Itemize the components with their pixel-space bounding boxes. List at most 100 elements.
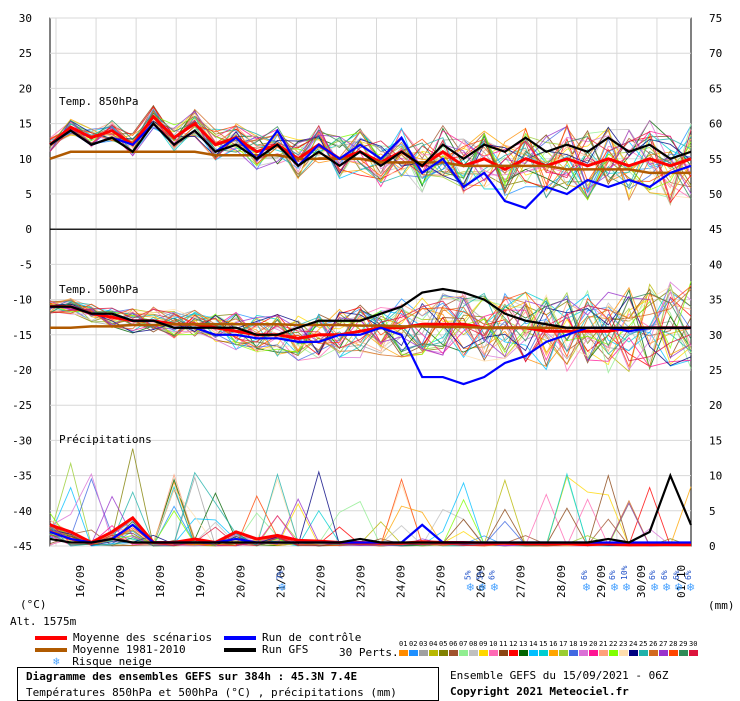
pert-id-06: 06	[449, 640, 458, 648]
panel-label-precip: Précipitations	[59, 433, 152, 446]
pert-id-row: 01 02 03 04 05 06 07 08 09 10 11 12 13 14 15 16 17 18 19 20…	[399, 640, 699, 648]
right-tick-label: 30	[709, 329, 722, 342]
left-tick-label: 0	[25, 223, 32, 236]
snow-risk-value: 6%	[580, 570, 589, 580]
pert-id-07: 07	[459, 640, 468, 648]
legend-gfs: Run GFS	[224, 643, 308, 656]
legend-perts-label: 30 Perts.	[339, 646, 399, 659]
legend-snow-label: Risque neige	[72, 655, 152, 668]
pert-id-26: 26	[649, 640, 658, 648]
pert-id-09: 09	[479, 640, 488, 648]
pert-id-15: 15	[539, 640, 548, 648]
left-tick-label: -30	[12, 434, 32, 447]
snow-risk-value: 6%	[672, 570, 681, 580]
panel-label-t500: Temp. 500hPa	[59, 283, 138, 296]
pert-id-08: 08	[469, 640, 478, 648]
right-tick-label: 35	[709, 294, 722, 307]
pert-swatch-20	[589, 650, 598, 656]
footer-title: Diagramme des ensembles GEFS sur 384h : …	[26, 670, 358, 683]
pert-id-02: 02	[409, 640, 418, 648]
x-tick-label: 20/09	[234, 565, 247, 598]
x-tick-label: 24/09	[395, 565, 408, 598]
snow-risk-icon: ❄	[478, 581, 487, 594]
snow-risk-value: 6%	[488, 570, 497, 580]
snow-risk-value: 6%	[608, 570, 617, 580]
x-tick-label: 16/09	[74, 565, 87, 598]
altitude-label: Alt. 1575m	[10, 615, 77, 628]
snow-risk-icon: ❄	[490, 581, 499, 594]
pert-id-24: 24	[629, 640, 638, 648]
pert-swatch-16	[549, 650, 558, 656]
pert-id-13: 13	[519, 640, 528, 648]
left-tick-label: -20	[12, 364, 32, 377]
pert-swatch-30	[689, 650, 698, 656]
snow-risk-icon: ❄	[277, 581, 286, 594]
pert-swatch-04	[429, 650, 438, 656]
left-tick-label: -40	[12, 505, 32, 518]
pert-id-03: 03	[419, 640, 428, 648]
x-tick-label: 28/09	[555, 565, 568, 598]
right-tick-label: 15	[709, 434, 722, 447]
pert-id-17: 17	[559, 640, 568, 648]
footer-box: Diagramme des ensembles GEFS sur 384h : …	[17, 667, 439, 701]
x-tick-label: 19/09	[194, 565, 207, 598]
pert-id-14: 14	[529, 640, 538, 648]
pert-swatch-15	[539, 650, 548, 656]
x-tick-label: 26/09	[475, 565, 488, 598]
pert-id-29: 29	[679, 640, 688, 648]
snow-risk-icon: ❄	[662, 581, 671, 594]
right-tick-label: 45	[709, 223, 722, 236]
pert-line-14-t850	[49, 124, 692, 194]
right-tick-label: 25	[709, 364, 722, 377]
pert-swatch-25	[639, 650, 648, 656]
pert-line-25-t500	[49, 292, 692, 357]
right-tick-label: 70	[709, 47, 722, 60]
legend-mean-label: Moyenne des scénarios	[73, 631, 213, 644]
pert-swatch-24	[629, 650, 638, 656]
pert-swatch-03	[419, 650, 428, 656]
pert-line-16-t850	[49, 118, 692, 196]
legend-clim: Moyenne 1981-2010	[35, 643, 186, 656]
snowflake-icon: ❄	[53, 655, 60, 668]
pert-id-21: 21	[599, 640, 608, 648]
pert-swatch-02	[409, 650, 418, 656]
legend-gfs-label: Run GFS	[262, 643, 309, 656]
legend-mean: Moyenne des scénarios	[35, 631, 212, 644]
footer-subtitle: Températures 850hPa et 500hPa (°C) , pré…	[26, 686, 397, 699]
pert-swatch-27	[659, 650, 668, 656]
legend-control: Run de contrôle	[224, 631, 361, 644]
left-tick-label: -5	[19, 258, 32, 271]
pert-swatch-22	[609, 650, 618, 656]
pert-id-25: 25	[639, 640, 648, 648]
pert-swatch-29	[679, 650, 688, 656]
pert-swatch-10	[489, 650, 498, 656]
x-tick-label: 23/09	[354, 565, 367, 598]
footer-run: Ensemble GEFS du 15/09/2021 - 06Z	[450, 669, 669, 682]
left-tick-label: 20	[19, 82, 32, 95]
snow-risk-icon: ❄	[674, 581, 683, 594]
right-tick-label: 55	[709, 153, 722, 166]
left-tick-label: -25	[12, 399, 32, 412]
x-tick-label: 18/09	[154, 565, 167, 598]
x-tick-label: 17/09	[114, 565, 127, 598]
pert-id-12: 12	[509, 640, 518, 648]
pert-swatch-05	[439, 650, 448, 656]
pert-swatch-13	[519, 650, 528, 656]
snow-risk-icon: ❄	[610, 581, 619, 594]
pert-swatch-row	[399, 650, 699, 656]
right-tick-label: 40	[709, 258, 722, 271]
right-tick-label: 20	[709, 399, 722, 412]
left-tick-label: -35	[12, 470, 32, 483]
left-tick-label: -45	[12, 540, 32, 553]
legend-mean-swatch	[35, 636, 67, 640]
left-axis-label: (°C)	[20, 598, 47, 611]
snow-risk-icon: ❄	[466, 581, 475, 594]
snow-risk-icon: ❄	[622, 581, 631, 594]
pert-line-29-t850	[49, 112, 692, 200]
plot-frame	[49, 17, 692, 547]
legend-control-swatch	[224, 636, 256, 640]
pert-swatch-18	[569, 650, 578, 656]
pert-swatch-23	[619, 650, 628, 656]
series-line-1-t850	[49, 150, 691, 175]
